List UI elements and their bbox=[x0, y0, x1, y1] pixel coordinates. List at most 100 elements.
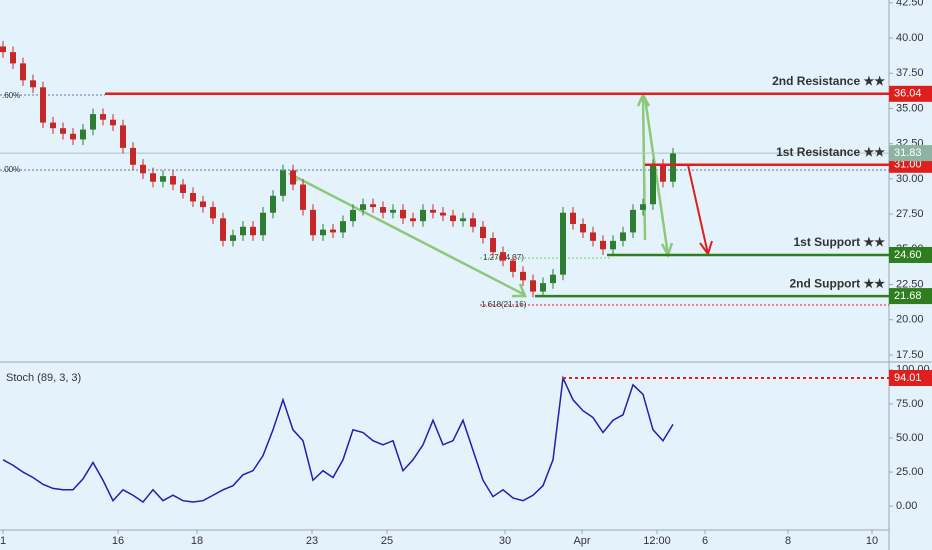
x-tick-label: 18 bbox=[191, 535, 203, 547]
level-value-box bbox=[889, 85, 932, 102]
y-tick-label: 40.00 bbox=[896, 32, 924, 44]
candle-body bbox=[390, 209, 396, 213]
level-value: 21.68 bbox=[894, 290, 922, 302]
indicator-title: Stoch (89, 3, 3) bbox=[6, 372, 81, 384]
candle-body bbox=[250, 226, 256, 236]
candle-body bbox=[480, 226, 486, 239]
candle-body bbox=[90, 114, 96, 130]
candle-body bbox=[490, 238, 496, 253]
candle-body bbox=[360, 204, 366, 210]
level-value: 36.04 bbox=[894, 88, 922, 100]
candle-body bbox=[220, 218, 226, 241]
candle-body bbox=[0, 46, 6, 53]
candle-body bbox=[590, 232, 596, 241]
candle-body bbox=[510, 260, 516, 272]
candle-body bbox=[30, 80, 36, 88]
candle-body bbox=[320, 229, 326, 236]
candle-body bbox=[620, 232, 626, 241]
candle-body bbox=[200, 201, 206, 208]
candle-body bbox=[410, 218, 416, 222]
level-value: 24.60 bbox=[894, 249, 922, 261]
fib-label: .00% bbox=[2, 165, 20, 174]
x-tick-label: 8 bbox=[785, 535, 791, 547]
candle-body bbox=[640, 204, 646, 210]
candle-body bbox=[340, 221, 346, 233]
arrow bbox=[291, 173, 526, 297]
x-tick-label: 10 bbox=[866, 535, 878, 547]
candle-body bbox=[10, 52, 16, 64]
candle-body bbox=[570, 212, 576, 224]
y-tick-label: 27.50 bbox=[896, 208, 924, 220]
candle-body bbox=[60, 128, 66, 134]
candle-body bbox=[580, 223, 586, 233]
candle-body bbox=[530, 280, 536, 292]
candle-body bbox=[470, 218, 476, 227]
stoch-line bbox=[2, 375, 674, 504]
candle-body bbox=[550, 274, 556, 284]
candle-body bbox=[380, 207, 386, 213]
candle-body bbox=[540, 283, 546, 292]
candle-body bbox=[230, 235, 236, 241]
candle-body bbox=[260, 212, 266, 236]
candle-body bbox=[140, 164, 146, 174]
candle-body bbox=[500, 252, 506, 261]
candle-body bbox=[110, 119, 116, 126]
candle-body bbox=[40, 87, 46, 123]
candle-body bbox=[120, 125, 126, 148]
last-price-box bbox=[889, 145, 932, 162]
candle-body bbox=[420, 209, 426, 222]
candle-body bbox=[190, 192, 196, 202]
candle-body bbox=[450, 215, 456, 222]
candle-body bbox=[460, 218, 466, 222]
y-tick-label: 35.00 bbox=[896, 102, 924, 114]
y-tick-label: 42.50 bbox=[896, 0, 924, 9]
candle-body bbox=[610, 240, 616, 250]
y-tick-label: 75.00 bbox=[896, 398, 924, 410]
marker-box bbox=[889, 369, 932, 386]
y-tick-label: 22.50 bbox=[896, 278, 924, 290]
x-tick-label: Apr bbox=[573, 535, 590, 547]
candle-body bbox=[50, 122, 56, 129]
x-tick-label: 1 bbox=[0, 535, 6, 547]
candle-body bbox=[630, 209, 636, 233]
candle-body bbox=[330, 229, 336, 233]
candle-body bbox=[240, 226, 246, 236]
fib-label: 1.618(21.16) bbox=[481, 300, 527, 309]
level-label: 2nd Resistance ★★ bbox=[772, 74, 885, 88]
arrow bbox=[687, 164, 709, 255]
candle-body bbox=[400, 209, 406, 219]
last-price-value: 31.83 bbox=[894, 147, 922, 159]
y-tick-label: 20.00 bbox=[896, 314, 924, 326]
y-tick-label: 0.00 bbox=[896, 500, 917, 512]
candle-body bbox=[160, 176, 166, 182]
level-value-box bbox=[889, 288, 932, 305]
candle-body bbox=[660, 164, 666, 182]
candle-body bbox=[560, 212, 566, 275]
y-tick-label: 25.00 bbox=[896, 466, 924, 478]
y-tick-label: 30.00 bbox=[896, 173, 924, 185]
level-label: 1st Resistance ★★ bbox=[776, 145, 885, 159]
arrow-head bbox=[512, 283, 527, 298]
arrow bbox=[643, 97, 670, 256]
y-tick-label: 17.50 bbox=[896, 349, 924, 361]
candle-body bbox=[430, 209, 436, 213]
level-label: 1st Support ★★ bbox=[793, 235, 885, 249]
candle-body bbox=[170, 176, 176, 185]
candle-body bbox=[290, 170, 296, 185]
level-value-box bbox=[889, 246, 932, 263]
y-tick-label: 37.50 bbox=[896, 67, 924, 79]
candle-body bbox=[650, 164, 656, 205]
x-tick-label: 12:00 bbox=[643, 535, 671, 547]
candle-body bbox=[100, 114, 106, 120]
candle-body bbox=[370, 204, 376, 208]
candle-body bbox=[600, 240, 606, 250]
candle-body bbox=[80, 129, 86, 140]
candle-body bbox=[180, 184, 186, 193]
x-tick-label: 23 bbox=[306, 535, 318, 547]
x-tick-label: 16 bbox=[112, 535, 124, 547]
candle-body bbox=[270, 195, 276, 213]
x-tick-label: 6 bbox=[702, 535, 708, 547]
